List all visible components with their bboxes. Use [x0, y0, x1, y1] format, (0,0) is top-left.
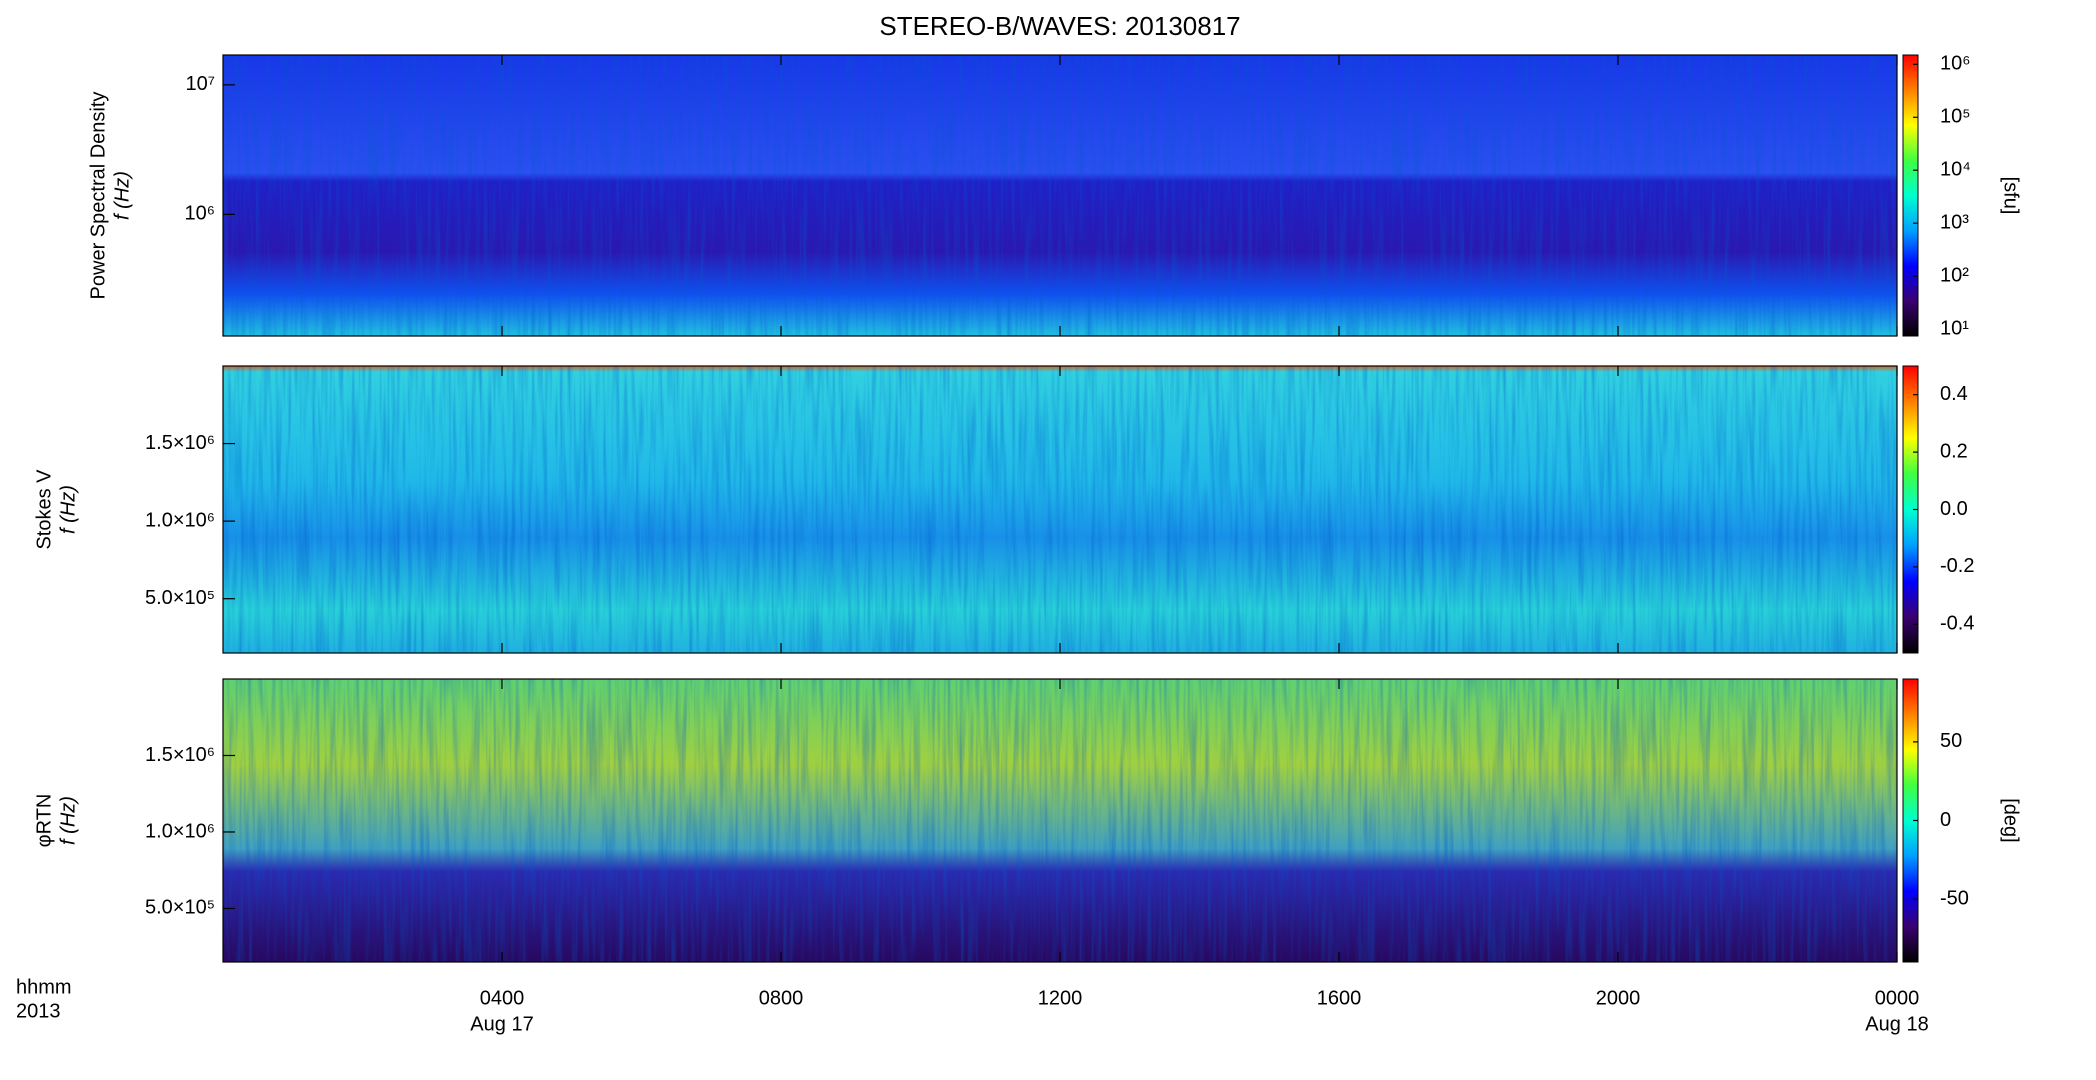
colorbar-tick-label: 10⁵	[1940, 106, 1971, 128]
year-label: 2013	[16, 1000, 61, 1022]
y-tick-label: 5.0×10⁵	[145, 897, 215, 919]
colorbar-tick-label: 0.2	[1940, 440, 1968, 462]
y-tick-label: 10⁶	[185, 203, 215, 225]
colorbar-tick-label: 10²	[1940, 264, 1969, 286]
colorbar-tick-label: 50	[1940, 730, 1962, 752]
y-tick-label: 1.0×10⁶	[145, 509, 215, 531]
y-tick-label: 10⁷	[186, 73, 215, 95]
x-tick-label: 1600	[1317, 987, 1362, 1009]
colorbar-tick-label: 0.0	[1940, 498, 1968, 520]
spectrogram-texture	[223, 55, 1897, 336]
x-tick-label: 0400	[480, 987, 525, 1009]
y-axis-label: f (Hz)	[57, 485, 79, 534]
spectrogram-texture	[223, 366, 1897, 653]
colorbar-tick-label: -0.2	[1940, 555, 1974, 577]
colorbar-tick-label: 0.4	[1940, 383, 1968, 405]
y-axis-label: f (Hz)	[111, 171, 133, 220]
y-axis-label: φRTN	[33, 794, 55, 848]
y-axis-label: Stokes V	[33, 469, 55, 550]
spectrogram-texture	[223, 679, 1897, 962]
colorbar-tick-label: 10⁶	[1940, 53, 1970, 75]
colorbar-tick-label: -50	[1940, 887, 1969, 909]
x-tick-label: 0000	[1875, 987, 1920, 1009]
x-axis-label: hhmm	[16, 976, 72, 998]
colorbar-tick-label: 10⁴	[1940, 159, 1971, 181]
colorbar-tick-label: 10³	[1940, 211, 1969, 233]
y-tick-label: 1.0×10⁶	[145, 820, 215, 842]
colorbar	[1902, 54, 1919, 337]
chart-title: STEREO-B/WAVES: 20130817	[879, 11, 1240, 41]
y-tick-label: 5.0×10⁵	[145, 587, 215, 609]
y-axis-label: f (Hz)	[57, 796, 79, 845]
date-label: Aug 17	[470, 1013, 533, 1035]
colorbar-tick-label: 10¹	[1940, 317, 1969, 339]
y-axis-label: Power Spectral Density	[87, 92, 109, 300]
x-tick-label: 2000	[1596, 987, 1641, 1009]
colorbar-label: [deg]	[2000, 798, 2022, 842]
y-tick-label: 1.5×10⁶	[145, 432, 215, 454]
colorbar-tick-label: 0	[1940, 809, 1951, 831]
x-tick-label: 0800	[759, 987, 804, 1009]
colorbar-label: [sfu]	[2000, 177, 2022, 215]
date-label: Aug 18	[1865, 1013, 1928, 1035]
x-tick-label: 1200	[1038, 987, 1083, 1009]
y-tick-label: 1.5×10⁶	[145, 744, 215, 766]
colorbar-tick-label: -0.4	[1940, 613, 1974, 635]
